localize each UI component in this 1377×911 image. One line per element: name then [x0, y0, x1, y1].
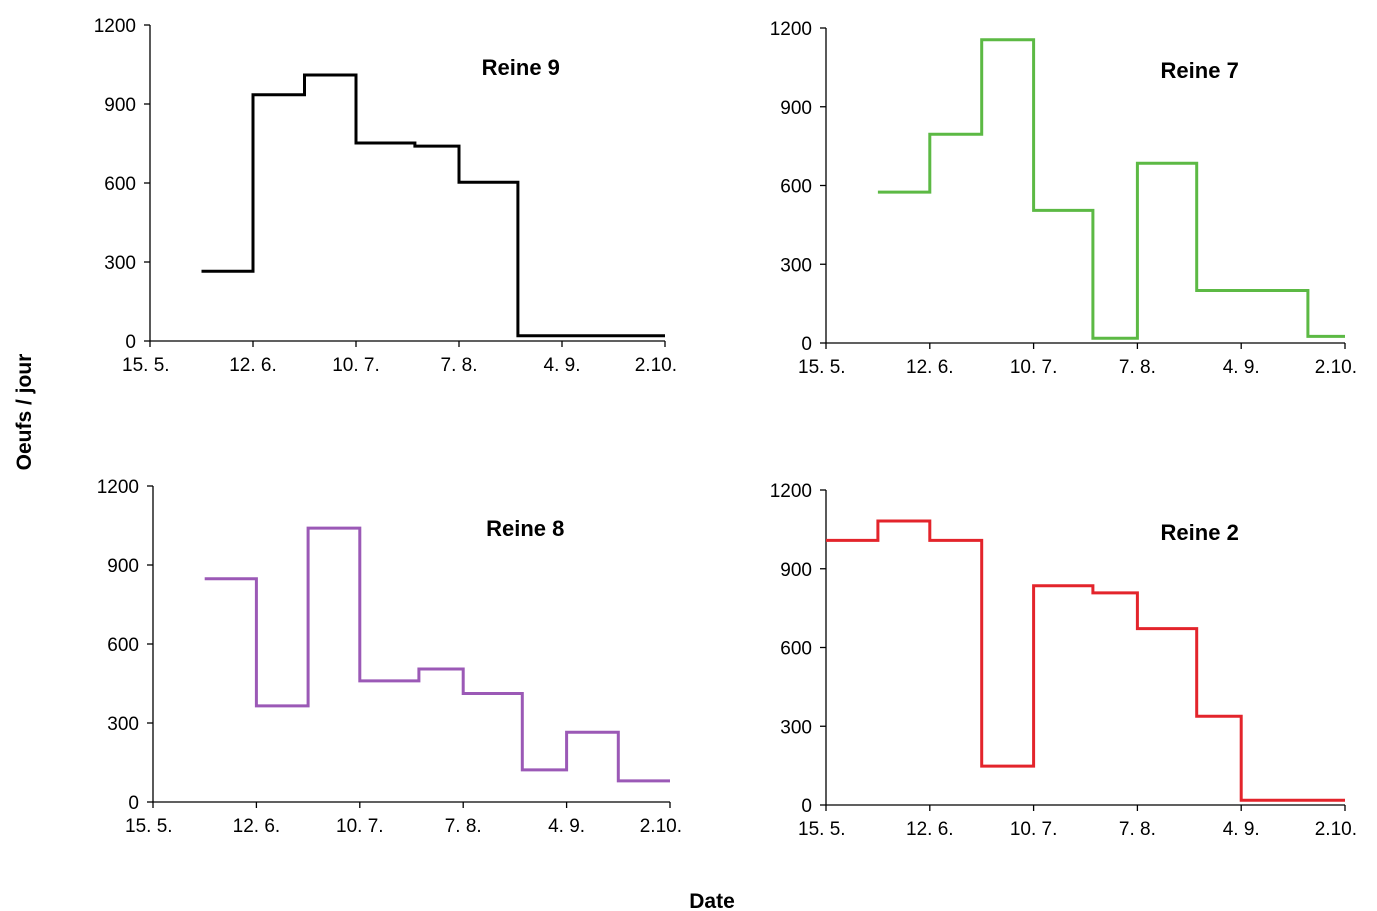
chart-panel-reine-7: 0 300 600 900 1200 15. 5. 12. 6. 10. 7. 7. 8. 4. …	[770, 19, 1357, 378]
y-tick-label: 1200	[770, 481, 812, 502]
x-tick-label: 10. 7.	[336, 816, 384, 837]
panel-title: Reine 9	[482, 55, 560, 80]
x-tick-label: 4. 9.	[1223, 357, 1260, 378]
y-tick-label: 1200	[770, 19, 812, 40]
x-tick-label: 4. 9.	[548, 816, 585, 837]
panel-title: Reine 8	[486, 516, 564, 541]
y-tick-label: 1200	[97, 477, 139, 498]
x-tick-label: 12. 6.	[229, 355, 277, 376]
series-step-line	[201, 73, 665, 338]
x-tick-label: 12. 6.	[233, 816, 281, 837]
series-step-line	[826, 519, 1345, 802]
x-tick-label: 10. 7.	[332, 355, 380, 376]
x-tick-label: 10. 7.	[1010, 357, 1058, 378]
x-tick-label: 15. 5.	[125, 816, 173, 837]
y-tick-label: 900	[780, 560, 812, 581]
x-tick-label: 4. 9.	[544, 355, 581, 376]
y-axis-title: Oeufs / jour	[13, 354, 36, 471]
y-tick-label: 300	[780, 255, 812, 276]
x-tick-label: 7. 8.	[441, 355, 478, 376]
y-tick-label: 600	[104, 174, 136, 195]
y-tick-label: 600	[780, 177, 812, 198]
x-tick-label: 4. 9.	[1223, 819, 1260, 840]
x-tick-label: 2.10.	[635, 355, 677, 376]
y-tick-label: 300	[104, 253, 136, 274]
y-tick-label: 1200	[94, 16, 136, 37]
series-step-line	[877, 38, 1345, 340]
y-tick-label: 600	[780, 639, 812, 660]
x-tick-label: 7. 8.	[1119, 819, 1156, 840]
x-tick-label: 2.10.	[1315, 819, 1357, 840]
x-tick-label: 15. 5.	[122, 355, 170, 376]
y-tick-label: 900	[104, 95, 136, 116]
y-tick-label: 0	[801, 796, 812, 817]
x-axis-title: Date	[689, 890, 735, 911]
x-tick-label: 12. 6.	[906, 819, 954, 840]
chart-panel-reine-9: 0 300 600 900 1200 15. 5. 12. 6. 10. 7. 7. 8. 4. …	[94, 16, 677, 376]
x-tick-label: 2.10.	[1315, 357, 1357, 378]
x-tick-label: 2.10.	[640, 816, 682, 837]
x-tick-label: 7. 8.	[1119, 357, 1156, 378]
y-tick-label: 0	[801, 334, 812, 355]
y-tick-label: 900	[107, 556, 139, 577]
y-tick-label: 0	[128, 793, 139, 814]
y-tick-label: 600	[107, 635, 139, 656]
y-tick-label: 900	[780, 98, 812, 119]
chart-panel-reine-2: 0 300 600 900 1200 15. 5. 12. 6. 10. 7. 7. 8. 4. …	[770, 481, 1357, 840]
panel-title: Reine 7	[1161, 58, 1239, 83]
panel-title: Reine 2	[1161, 520, 1239, 545]
y-tick-label: 300	[780, 717, 812, 738]
x-tick-label: 12. 6.	[906, 357, 954, 378]
x-tick-label: 15. 5.	[798, 819, 846, 840]
x-tick-label: 15. 5.	[798, 357, 846, 378]
y-tick-label: 0	[125, 332, 136, 353]
chart-panel-reine-8: 0 300 600 900 1200 15. 5. 12. 6. 10. 7. 7. 8. 4. …	[97, 477, 682, 837]
x-tick-label: 10. 7.	[1010, 819, 1058, 840]
series-step-line	[204, 526, 670, 783]
y-tick-label: 300	[107, 714, 139, 735]
x-tick-label: 7. 8.	[445, 816, 482, 837]
